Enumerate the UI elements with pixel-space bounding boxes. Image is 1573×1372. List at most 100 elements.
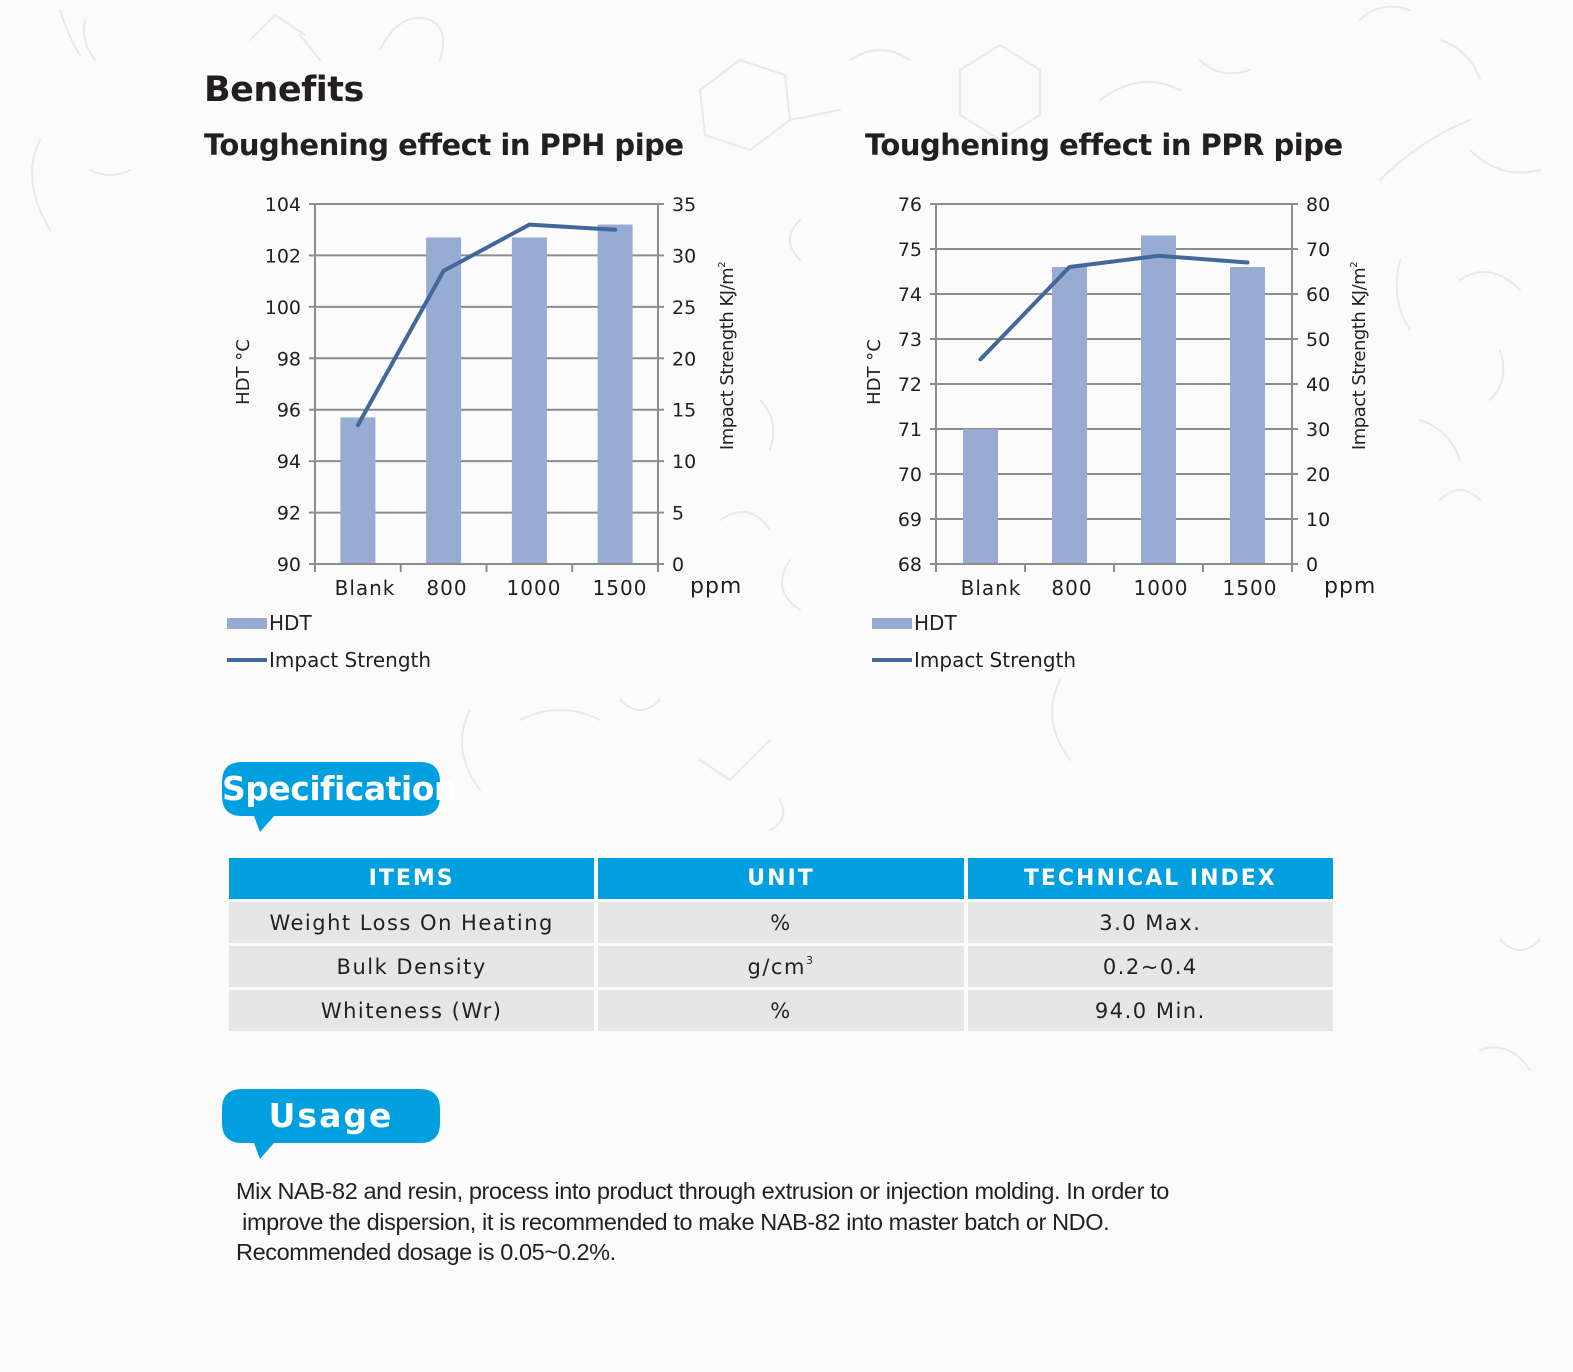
y-tick-label: 102 [265,245,301,267]
hdt-bar [963,429,998,564]
hdt-bar [340,417,376,564]
legend-impact-label: Impact Strength [269,648,431,672]
impact-strength-line [978,253,1250,362]
y2-tick-label: 70 [1306,239,1330,261]
cell-item: Bulk Density [229,946,595,987]
y2-tick-label: 50 [1306,329,1330,351]
cell-unit: g/cm3 [598,946,964,987]
y-tick-label: 73 [898,329,922,351]
y-axis-title: HDT °C [233,339,254,405]
ppr-chart-title: Toughening effect in PPR pipe [865,128,1343,162]
header-unit: UNIT [598,858,964,899]
y-tick-label: 94 [277,451,301,473]
usage-line: Recommended dosage is 0.05~0.2%. [236,1239,616,1265]
table-row: Bulk Density g/cm3 0.2~0.4 [229,946,1333,987]
y-tick-label: 74 [898,284,922,306]
x-tick-label: 800 [1051,576,1092,600]
cell-index: 94.0 Min. [967,990,1333,1031]
unit-superscript: 3 [805,954,815,967]
y-tick-label: 104 [265,194,301,216]
hdt-bar [426,237,462,564]
x-tick-label: Blank [961,576,1022,600]
y2-tick-label: 0 [672,554,684,576]
x-tick-label: 800 [426,576,467,600]
y2-tick-label: 20 [672,348,696,370]
y2-axis-title: Impact Strength KJ/m2 [717,262,738,450]
y-tick-label: 96 [277,400,301,422]
hdt-bar [511,237,547,564]
y2-tick-label: 35 [672,194,696,216]
cell-index: 3.0 Max. [967,902,1333,943]
y2-tick-label: 40 [1306,374,1330,396]
specification-badge-label: Specification [222,769,457,808]
y-tick-label: 69 [898,509,922,531]
y2-tick-label: 30 [672,245,696,267]
y2-tick-label: 20 [1306,464,1330,486]
cell-item: Weight Loss On Heating [229,902,595,943]
pph-chart: 90 92 94 96 98 100 102 104 0 5 10 15 20 25 30 35 Blank 80… [227,194,742,672]
hdt-bar [1230,267,1265,564]
table-row: Weight Loss On Heating % 3.0 Max. [229,902,1333,943]
y2-tick-label: 10 [1306,509,1330,531]
usage-paragraph: Mix NAB-82 and resin, process into produ… [236,1176,1236,1268]
y2-tick-label: 0 [1306,554,1318,576]
y2-tick-label: 25 [672,297,696,319]
legend-hdt-label: HDT [914,611,957,635]
legend-hdt-swatch [227,618,267,629]
speech-bubble-shape [222,1089,440,1159]
unit-text: % [770,998,792,1023]
y-tick-label: 71 [898,419,922,441]
specification-badge: Specification [222,762,457,834]
cell-unit: % [598,990,964,1031]
legend-hdt-swatch [872,618,912,629]
cell-item: Whiteness (Wr) [229,990,595,1031]
legend-hdt-label: HDT [269,611,312,635]
header-technical-index: TECHNICAL INDEX [967,858,1333,899]
header-items: ITEMS [229,858,595,899]
y2-tick-label: 15 [672,400,696,422]
x-tick-label: 1500 [1223,576,1278,600]
x-tick-label: 1000 [1134,576,1189,600]
table-header-row: ITEMS UNIT TECHNICAL INDEX [229,858,1333,899]
x-unit-label: ppm [690,574,742,599]
x-tick-label: 1500 [593,576,648,600]
hdt-bar [597,224,633,565]
y-tick-label: 90 [277,554,301,576]
y-axis-title: HDT °C [864,339,885,405]
unit-text: % [770,910,792,935]
y-tick-label: 72 [898,374,922,396]
ppr-chart: 68 69 70 71 72 73 74 75 76 0 10 20 30 40 50 60 70 80 Blank… [864,194,1376,672]
specification-table: ITEMS UNIT TECHNICAL INDEX Weight Loss O… [225,855,1337,1034]
y2-tick-label: 30 [1306,419,1330,441]
y-tick-label: 76 [898,194,922,216]
cell-unit: % [598,902,964,943]
y-tick-label: 68 [898,554,922,576]
x-tick-label: Blank [335,576,396,600]
usage-badge: Usage [222,1089,440,1161]
pph-chart-title: Toughening effect in PPH pipe [204,128,684,162]
y2-tick-label: 80 [1306,194,1330,216]
y-tick-label: 92 [277,503,301,525]
unit-text: g/cm [747,955,806,979]
y-tick-label: 70 [898,464,922,486]
y2-tick-label: 5 [672,503,684,525]
table-row: Whiteness (Wr) % 94.0 Min. [229,990,1333,1031]
hdt-bar [1052,267,1087,564]
legend-impact-label: Impact Strength [914,648,1076,672]
usage-badge-label: Usage [268,1096,394,1135]
y-tick-label: 75 [898,239,922,261]
y-tick-label: 100 [265,297,301,319]
benefits-heading: Benefits [204,70,364,110]
hdt-bar [1141,235,1176,564]
y2-tick-label: 60 [1306,284,1330,306]
y2-axis-title-superscript: 2 [1349,262,1360,268]
impact-strength-line [355,222,618,428]
y-tick-label: 98 [277,348,301,370]
y2-axis-title: Impact Strength KJ/m2 [1349,262,1370,450]
x-unit-label: ppm [1324,574,1376,599]
speech-bubble-shape [222,762,440,832]
cell-index: 0.2~0.4 [967,946,1333,987]
usage-line: Mix NAB-82 and resin, process into produ… [236,1178,1169,1204]
usage-line: improve the dispersion, it is recommende… [236,1208,1110,1235]
